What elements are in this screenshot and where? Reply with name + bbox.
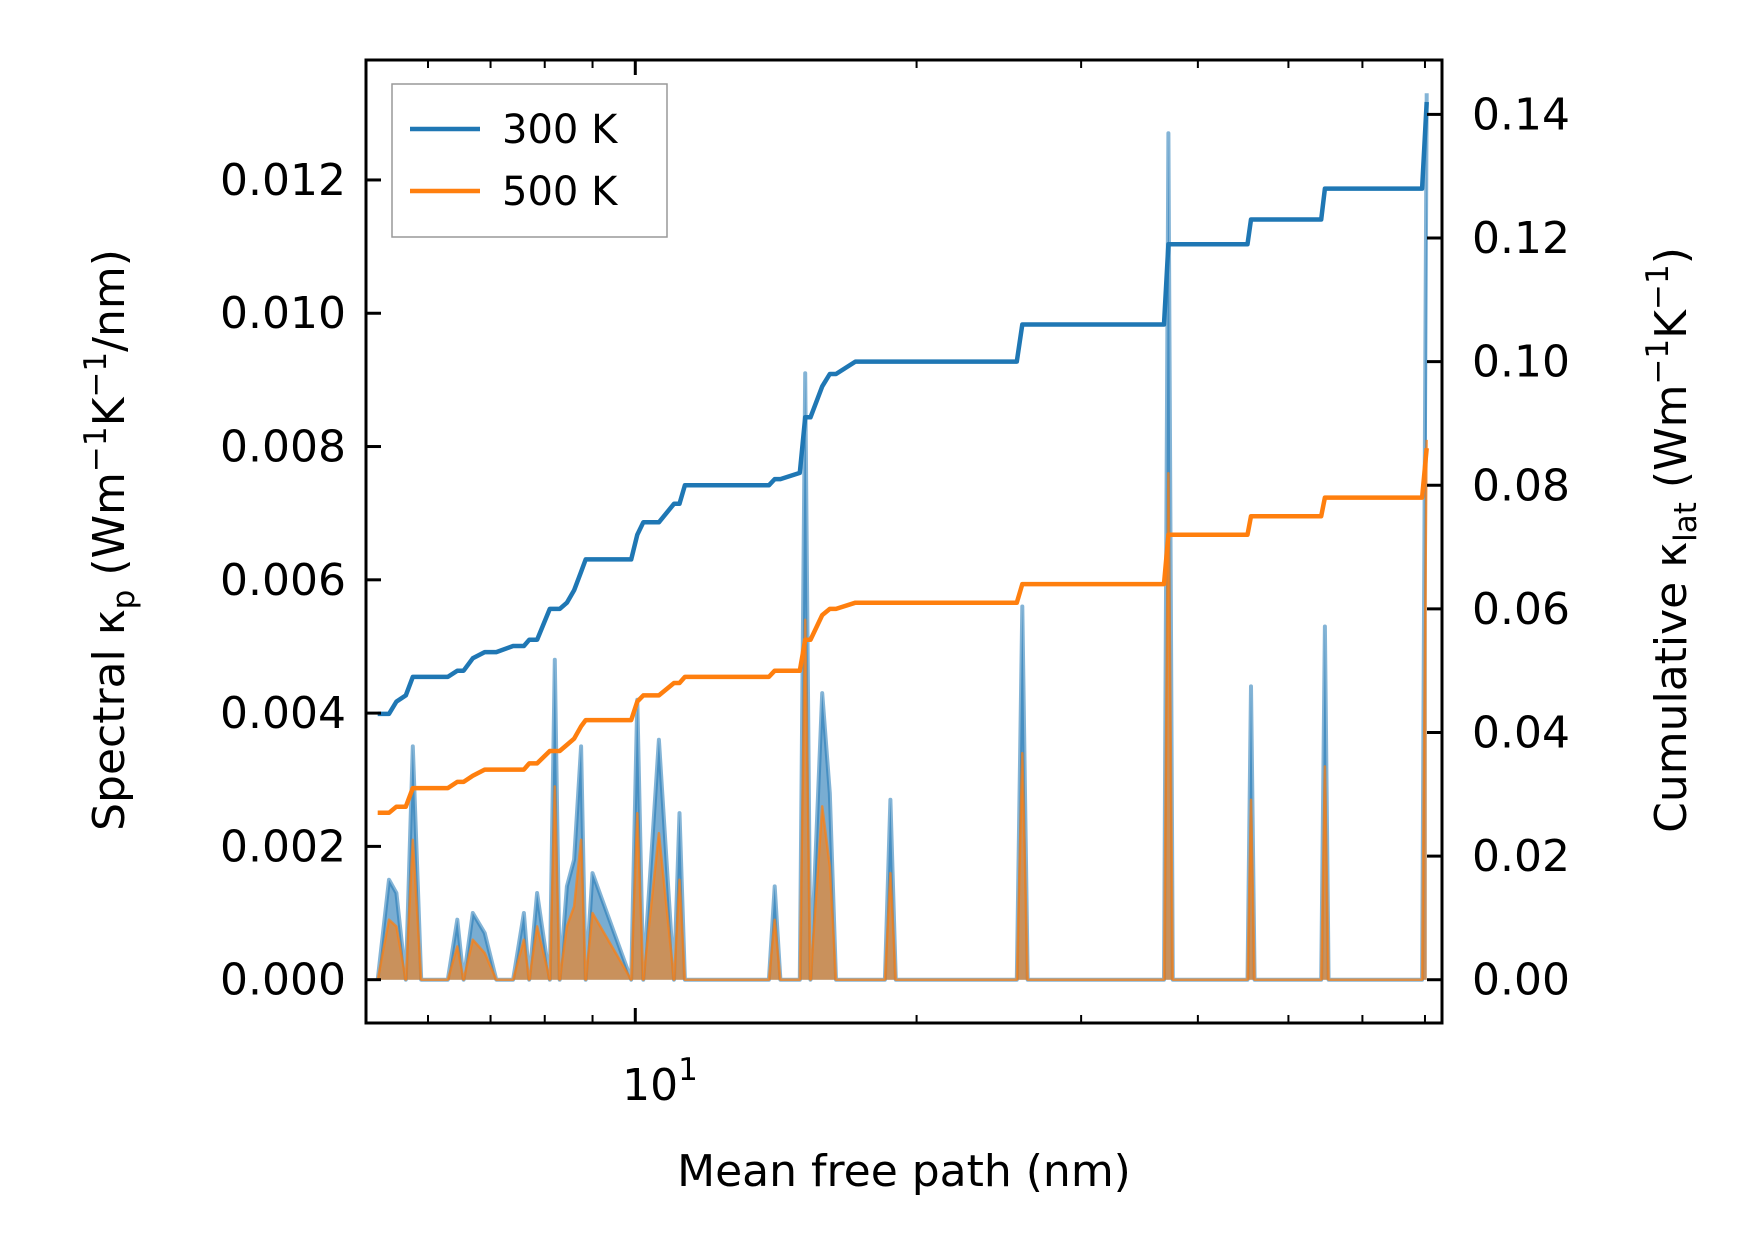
- left-tick-label: 0.002: [220, 821, 346, 872]
- x-axis-title: Mean free path (nm): [677, 1146, 1131, 1197]
- right-title-mid: (Wm: [1646, 385, 1697, 503]
- plot-series: [375, 93, 1429, 982]
- right-title-k: K: [1646, 309, 1697, 339]
- right-title-sub: lat: [1668, 502, 1704, 542]
- x-tick-base: 10: [622, 1060, 678, 1111]
- cumulative-line-300k: [377, 101, 1429, 717]
- axis-ticks: 0.000 0.002 0.004 0.006 0.008 0.010 0.012 0.00 0…: [220, 60, 1570, 1023]
- spectral-line-500k: [376, 439, 1428, 981]
- right-title-suffix: ): [1646, 247, 1697, 264]
- left-tick-label: 0.004: [220, 688, 346, 739]
- right-title-prefix: Cumulative κ: [1646, 542, 1697, 833]
- right-tick-label: 0.08: [1472, 460, 1570, 511]
- left-tick-label: 0.008: [220, 422, 346, 473]
- left-title-k: K: [84, 396, 135, 426]
- right-title-sup1: −1: [1640, 339, 1676, 385]
- right-title-sup2: −1: [1640, 264, 1676, 310]
- left-title-sup2: −1: [78, 352, 114, 398]
- left-title-suffix: /nm): [84, 249, 135, 352]
- x-tick-exponent: 1: [678, 1052, 698, 1088]
- left-title-mid: (Wm: [84, 472, 135, 590]
- right-tick-label: 0.10: [1472, 337, 1570, 388]
- right-tick-label: 0.04: [1472, 707, 1570, 758]
- right-tick-label: 0.00: [1472, 955, 1570, 1006]
- cumulative-line-500k: [377, 447, 1429, 816]
- y-axis-title-right: Cumulative κlat (Wm−1K−1): [1640, 247, 1704, 833]
- right-tick-label: 0.02: [1472, 831, 1570, 882]
- right-tick-label: 0.06: [1472, 584, 1570, 635]
- right-tick-label: 0.14: [1472, 89, 1570, 140]
- legend: 300 K 500 K: [391, 83, 668, 238]
- left-title-prefix: Spectral κ: [84, 609, 135, 831]
- legend-label-300k: 300 K: [502, 107, 619, 153]
- left-tick-label: 0.012: [220, 155, 346, 206]
- left-tick-label: 0.000: [220, 955, 346, 1006]
- x-major-tick-label: 101: [622, 1052, 698, 1111]
- left-tick-label: 0.010: [220, 288, 346, 339]
- y-axis-title-left: Spectral κp (Wm−1K−1/nm): [78, 249, 142, 831]
- right-tick-label: 0.12: [1472, 213, 1570, 264]
- legend-frame: [391, 83, 668, 238]
- left-title-sub: p: [106, 590, 142, 610]
- legend-label-500k: 500 K: [502, 169, 619, 215]
- left-tick-label: 0.006: [220, 555, 346, 606]
- plot-frame: [364, 58, 1444, 1025]
- left-title-sup1: −1: [78, 426, 114, 472]
